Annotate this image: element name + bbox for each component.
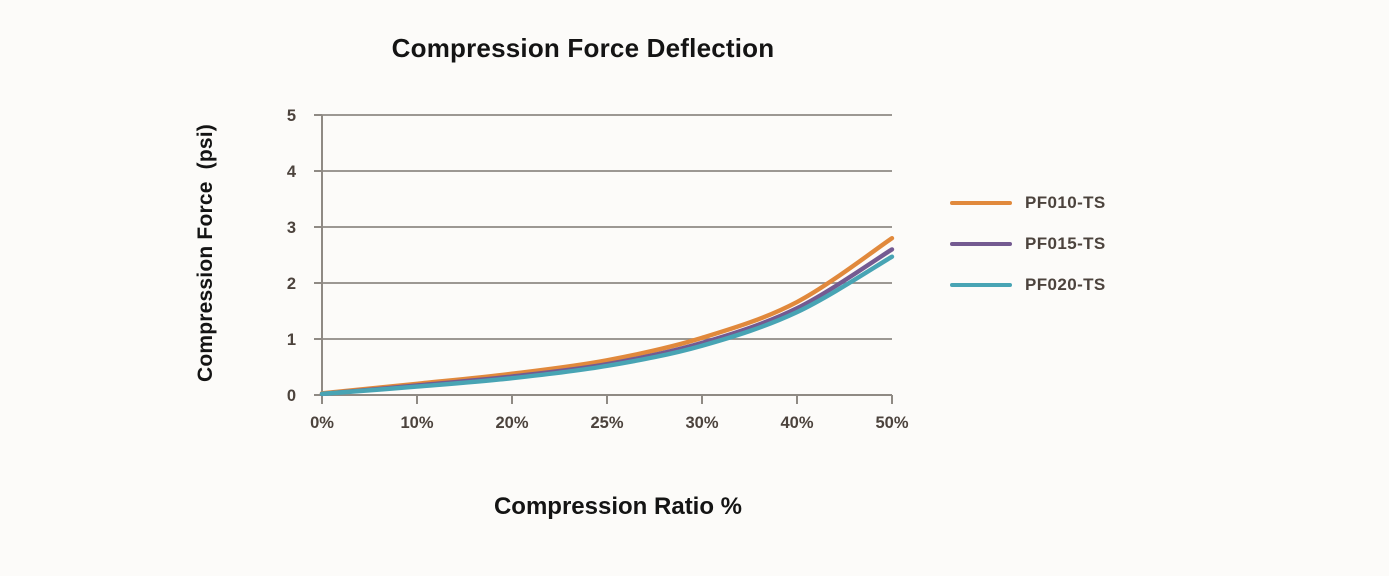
legend-swatch-line (950, 200, 1012, 205)
series-line-PF010-TS (319, 236, 895, 396)
legend-item-PF015-TS: PF015-TS (950, 223, 1106, 264)
legend-swatch-line (950, 282, 1012, 287)
y-tick-label: 1 (287, 331, 296, 349)
chart-title: Compression Force Deflection (391, 33, 775, 63)
legend-label: PF020-TS (1025, 274, 1106, 294)
x-tick-label: 50% (875, 414, 908, 432)
legend-swatch-line (950, 241, 1012, 246)
legend: PF010-TS PF015-TS PF020-TS (950, 182, 1106, 305)
x-tick-label: 30% (685, 414, 718, 432)
y-tick-label: 0 (287, 387, 296, 405)
y-tick-label: 4 (287, 163, 297, 181)
x-tick-label: 25% (590, 414, 623, 432)
x-axis-title: Compression Ratio % (493, 493, 743, 520)
x-tick-label: 40% (780, 414, 813, 432)
legend-item-PF010-TS: PF010-TS (950, 182, 1106, 223)
y-tick-label: 2 (287, 275, 296, 293)
x-tick-label: 20% (495, 414, 528, 432)
legend-label: PF010-TS (1025, 192, 1106, 212)
series-line-PF020-TS (319, 254, 895, 397)
x-tick-label: 10% (400, 414, 433, 432)
legend-label: PF015-TS (1025, 233, 1106, 253)
series-line-PF015-TS (319, 247, 895, 397)
y-tick-label: 3 (287, 219, 296, 237)
x-tick-label: 0% (310, 414, 334, 432)
y-tick-label: 5 (287, 107, 296, 125)
legend-item-PF020-TS: PF020-TS (950, 264, 1106, 305)
